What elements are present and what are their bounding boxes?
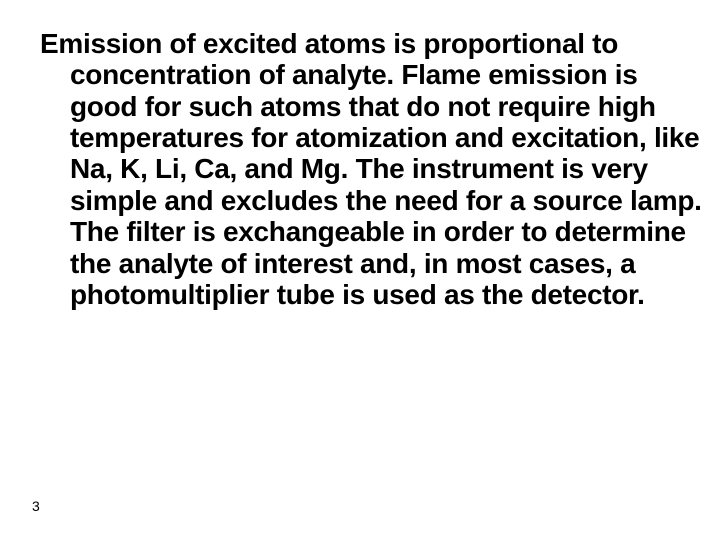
- slide-body-text: Emission of excited atoms is proportiona…: [40, 28, 710, 310]
- slide: Emission of excited atoms is proportiona…: [0, 0, 720, 540]
- page-number: 3: [32, 498, 40, 514]
